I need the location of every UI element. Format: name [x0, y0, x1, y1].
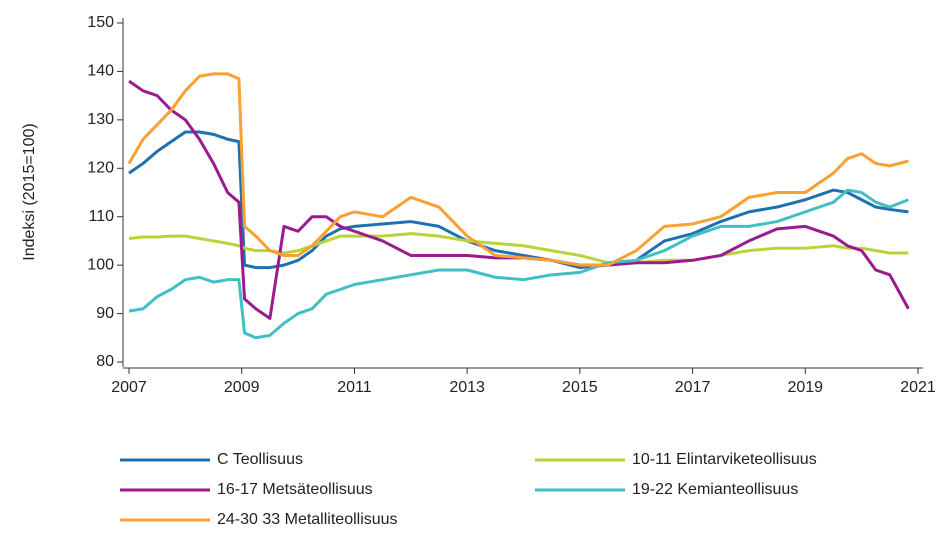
x-tick-label: 2021: [900, 379, 936, 396]
y-tick-label: 130: [87, 111, 114, 128]
legend-label: 19-22 Kemianteollisuus: [632, 481, 798, 498]
y-tick-label: 120: [87, 160, 114, 177]
y-tick-label: 140: [87, 63, 114, 80]
x-tick-label: 2009: [224, 379, 260, 396]
y-tick-label: 90: [96, 305, 114, 322]
y-axis-label: Indeksi (2015=100): [21, 123, 38, 260]
series-line: [128, 130, 909, 270]
series-line: [128, 188, 909, 340]
y-tick-label: 150: [87, 14, 114, 31]
x-tick-label: 2007: [111, 379, 147, 396]
legend-label: C Teollisuus: [217, 451, 303, 468]
x-tick-label: 2013: [449, 379, 485, 396]
series-line: [128, 79, 910, 320]
x-tick-label: 2011: [337, 379, 372, 396]
x-tick-label: 2017: [675, 379, 711, 396]
series-line: [128, 232, 909, 265]
y-tick-label: 100: [87, 256, 114, 273]
y-tick-label: 110: [88, 208, 114, 225]
y-tick-label: 80: [96, 353, 114, 370]
legend-label: 24-30 33 Metalliteollisuus: [217, 511, 398, 528]
x-tick-label: 2015: [562, 379, 598, 396]
x-tick-label: 2019: [787, 379, 823, 396]
legend-label: 10-11 Elintarviketeollisuus: [632, 451, 817, 468]
series-line: [127, 72, 909, 267]
legend-label: 16-17 Metsäteollisuus: [217, 481, 373, 498]
